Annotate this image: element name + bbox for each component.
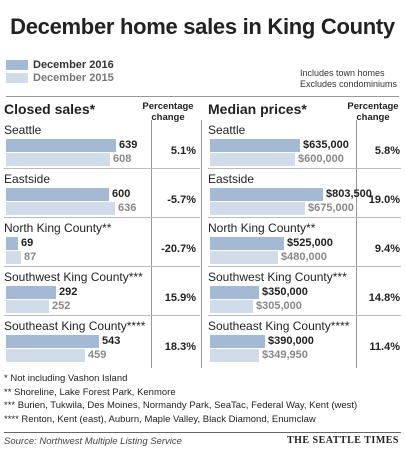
- footnotes: * Not including Vashon Island ** Shoreli…: [4, 372, 357, 426]
- closed-region-label: Seattle: [4, 123, 42, 137]
- footnote-3: *** Burien, Tukwila, Des Moines, Normand…: [4, 400, 358, 411]
- legend-swatch-2016: [6, 59, 28, 70]
- prices-bar-2016: [210, 139, 300, 152]
- prices-region-label: Southeast King County****: [208, 319, 350, 333]
- divider-closed-pct: [151, 120, 152, 368]
- closed-value-2015: 252: [52, 300, 71, 312]
- prices-pct-change: 14.8%: [368, 292, 400, 304]
- closed-row-separator: [4, 217, 200, 218]
- prices-bar-2016: [210, 237, 284, 250]
- prices-value-2016: $350,000: [262, 286, 308, 298]
- prices-value-2015: $480,000: [281, 251, 327, 263]
- closed-pct-change: -20.7%: [161, 243, 196, 255]
- closed-pct-change: 5.1%: [170, 145, 196, 157]
- closed-region-label: Southeast King County****: [4, 319, 146, 333]
- legend-swatch-2015: [6, 72, 28, 83]
- brand-logo: THE SEATTLE TIMES: [286, 435, 399, 446]
- prices-region-label: North King County**: [208, 221, 316, 235]
- prices-row-separator: [208, 217, 401, 218]
- prices-row-separator: [208, 168, 401, 169]
- prices-region-label: Southwest King County***: [208, 270, 347, 284]
- closed-bar-2016: [6, 286, 56, 299]
- prices-bar-2015: [210, 349, 259, 362]
- closed-pct-change: 15.9%: [164, 292, 196, 304]
- closed-sales-header: Closed sales*: [4, 101, 96, 117]
- closed-value-2015: 87: [24, 251, 37, 263]
- median-prices-header: Median prices*: [208, 101, 307, 117]
- prices-value-2015: $349,950: [262, 349, 308, 361]
- pct-header-line-2: change: [151, 112, 185, 123]
- prices-pct-change: 19.0%: [368, 194, 400, 206]
- footnote-2: ** Shoreline, Lake Forest Park, Kenmore: [4, 386, 176, 398]
- legend: December 2016 December 2015: [6, 58, 114, 84]
- closed-region-label: Eastside: [4, 172, 51, 186]
- prices-value-2016: $803,500: [326, 188, 372, 200]
- closed-value-2016: 639: [119, 139, 138, 151]
- closed-region-label: Southwest King County***: [4, 270, 143, 284]
- pct-header-line-2: change: [356, 112, 390, 123]
- closed-value-2015: 459: [88, 349, 107, 361]
- closed-bar-2016: [6, 139, 116, 152]
- note-line-1: Includes town homes: [299, 68, 385, 78]
- prices-pct-change: 11.4%: [369, 341, 400, 353]
- prices-bar-2016: [210, 335, 265, 348]
- prices-pct-change: 5.8%: [374, 145, 400, 157]
- divider-center: [201, 120, 202, 368]
- closed-bar-2015: [6, 153, 110, 166]
- prices-row-separator: [208, 266, 401, 267]
- prices-region-label: Eastside: [208, 172, 255, 186]
- closed-bar-2015: [6, 202, 115, 215]
- prices-value-2016: $635,000: [303, 139, 349, 151]
- footnote-4: **** Renton, Kent (east), Auburn, Maple …: [4, 413, 316, 425]
- legend-label-2015: December 2015: [33, 71, 114, 84]
- closed-bar-2016: [6, 188, 109, 201]
- closed-value-2016: 600: [112, 188, 131, 200]
- prices-row-separator: [208, 315, 401, 316]
- closed-bar-2015: [6, 300, 49, 313]
- closed-value-2016: 292: [59, 286, 78, 298]
- closed-bar-2015: [6, 349, 85, 362]
- prices-bar-2016: [210, 286, 259, 299]
- closed-value-2016: 69: [21, 237, 34, 249]
- prices-value-2016: $525,000: [287, 237, 333, 249]
- closed-value-2016: 543: [102, 335, 121, 347]
- legend-item-2016: December 2016: [6, 58, 114, 71]
- closed-sales-pct-header: Percentage change: [136, 101, 200, 123]
- closed-bar-2016: [6, 335, 99, 348]
- closed-region-label: North King County**: [4, 221, 112, 235]
- closed-pct-change: 18.3%: [164, 341, 196, 353]
- footnote-1: * Not including Vashon Island: [4, 373, 128, 384]
- source: Source: Northwest Multiple Listing Servi…: [4, 436, 182, 447]
- bottom-rule: [4, 432, 401, 433]
- closed-row-separator: [4, 315, 200, 316]
- prices-bar-2015: [210, 300, 253, 313]
- top-rule: [6, 96, 399, 97]
- closed-value-2015: 608: [113, 153, 132, 165]
- closed-bar-2016: [6, 237, 18, 250]
- chart-title: December home sales in King County: [10, 14, 395, 39]
- note-line-2: Excludes condominiums: [299, 79, 397, 89]
- median-prices-pct-header: Percentage change: [341, 101, 405, 123]
- closed-row-separator: [4, 266, 200, 267]
- prices-value-2016: $390,000: [268, 335, 314, 347]
- prices-bar-2016: [210, 188, 323, 201]
- divider-prices-pct: [356, 120, 357, 368]
- pct-header-line-1: Percentage: [347, 101, 399, 112]
- prices-pct-change: 9.4%: [374, 243, 400, 255]
- closed-row-separator: [4, 168, 200, 169]
- prices-value-2015: $305,000: [256, 300, 302, 312]
- prices-bar-2015: [210, 153, 295, 166]
- prices-bar-2015: [210, 202, 305, 215]
- prices-value-2015: $675,000: [308, 202, 354, 214]
- prices-value-2015: $600,000: [298, 153, 344, 165]
- prices-region-label: Seattle: [208, 123, 246, 137]
- legend-label-2016: December 2016: [33, 58, 114, 71]
- note: Includes town homes Excludes condominium…: [300, 68, 397, 90]
- pct-header-line-1: Percentage: [142, 101, 194, 112]
- closed-bar-2015: [6, 251, 21, 264]
- closed-pct-change: -5.7%: [167, 194, 196, 206]
- closed-value-2015: 636: [118, 202, 137, 214]
- prices-bar-2015: [210, 251, 278, 264]
- legend-item-2015: December 2015: [6, 71, 114, 84]
